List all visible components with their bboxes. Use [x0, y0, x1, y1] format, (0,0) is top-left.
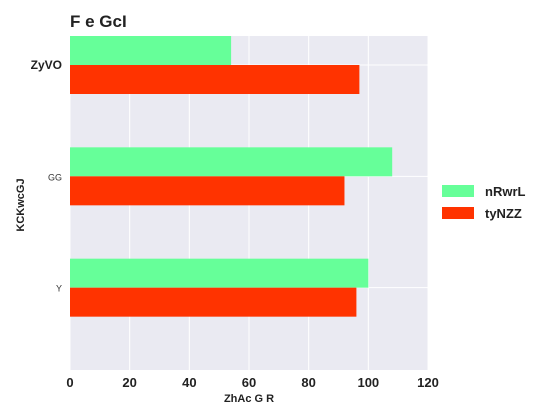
legend-label-tyNZZ: tyNZZ [485, 206, 522, 221]
legend: nRwrL tyNZZ [442, 184, 526, 221]
bar-tyNZZ-ZyVO [70, 65, 360, 94]
y-axis-label: KCKwcGJ [15, 178, 27, 231]
legend-swatch-tyNZZ [442, 207, 474, 219]
bar-tyNZZ-Y [70, 287, 357, 317]
x-tick-label: 20 [122, 375, 136, 390]
x-tick-label: 80 [301, 375, 315, 390]
bar-tyNZZ-GG [70, 176, 345, 206]
chart-title: F e GcI [70, 12, 127, 31]
bar-nRwrL-GG [70, 147, 393, 177]
bar-nRwrL-ZyVO [70, 36, 232, 65]
x-tick-label: 0 [66, 375, 73, 390]
x-tick-label: 60 [242, 375, 256, 390]
legend-label-nRwrL: nRwrL [485, 184, 526, 199]
x-tick-labels: 0 20 40 60 80 100 120 [66, 375, 438, 390]
x-tick-label: 40 [182, 375, 196, 390]
y-tick-label: GG [48, 172, 62, 182]
legend-swatch-nRwrL [442, 185, 474, 197]
y-tick-label: ZyVO [31, 58, 62, 72]
x-tick-label: 120 [417, 375, 439, 390]
bar-nRwrL-Y [70, 258, 369, 288]
y-tick-label: Y [56, 284, 62, 294]
x-tick-label: 100 [357, 375, 379, 390]
bars [70, 36, 393, 317]
y-tick-labels: ZyVO GG Y [31, 58, 62, 294]
x-axis-label: ZhAc G R [224, 393, 274, 405]
